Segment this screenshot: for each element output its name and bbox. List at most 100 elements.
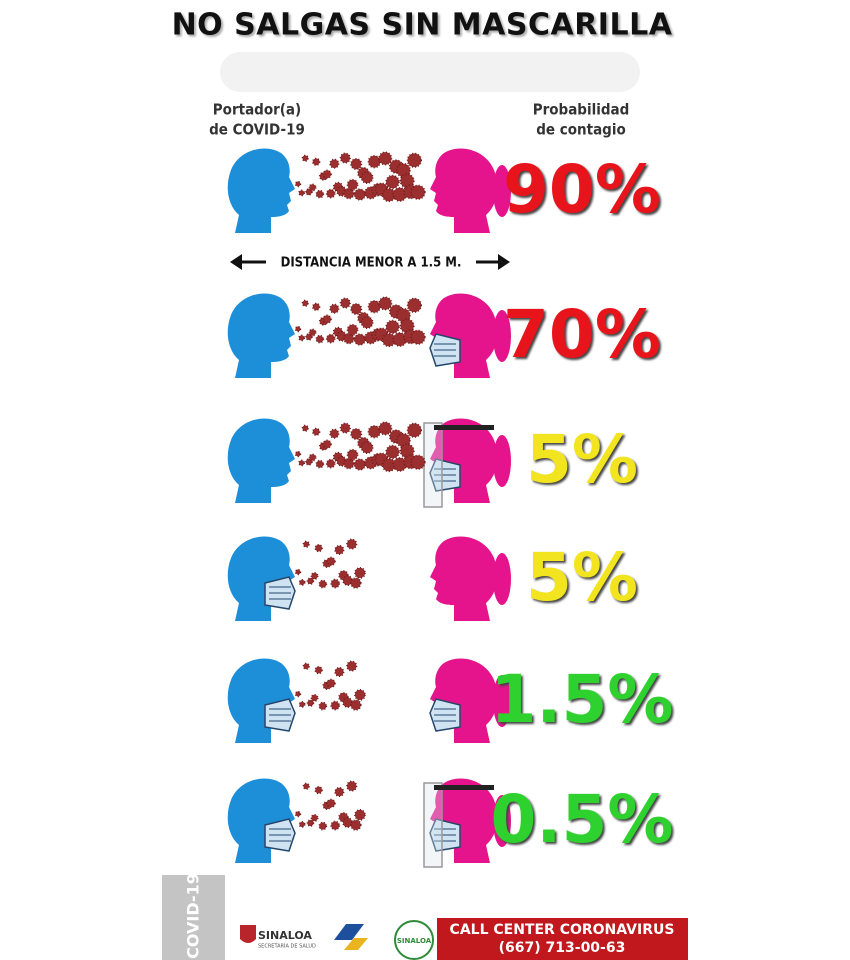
- virus: [310, 571, 319, 580]
- virus: [410, 329, 426, 345]
- virus: [350, 577, 362, 589]
- virus: [318, 579, 328, 589]
- virus: [399, 443, 415, 459]
- virus: [298, 700, 306, 708]
- virus: [334, 786, 345, 798]
- carrier-head: [227, 293, 295, 378]
- face-shield: [423, 782, 443, 868]
- virus: [360, 316, 374, 329]
- logo-shape: [344, 938, 368, 950]
- virus: [399, 318, 415, 334]
- virus: [294, 325, 302, 333]
- receiver: [429, 658, 511, 743]
- virus: [329, 303, 340, 314]
- virus: [326, 798, 336, 809]
- ponytail: [493, 553, 511, 605]
- virus: [339, 297, 351, 309]
- virus: [294, 690, 302, 698]
- virus: [396, 162, 411, 178]
- call-center-box: [437, 918, 688, 960]
- virus: [314, 785, 323, 795]
- probability-value: 5%: [526, 539, 638, 616]
- virus: [294, 450, 302, 458]
- virus: [326, 556, 336, 567]
- virus: [346, 323, 359, 336]
- virus: [360, 171, 374, 184]
- receiver: [430, 536, 511, 621]
- carrier-label: Portador(a): [213, 101, 301, 119]
- logo-shape: [334, 924, 364, 940]
- seal: [394, 920, 434, 960]
- virus: [342, 817, 354, 828]
- virus: [346, 780, 358, 792]
- virus: [350, 302, 363, 316]
- probability-value: 90%: [503, 151, 661, 228]
- virus: [367, 155, 382, 169]
- arrow-head: [230, 254, 242, 270]
- virus: [310, 693, 319, 702]
- logo-ssa: [334, 924, 368, 950]
- virus: [353, 188, 366, 201]
- virus: [343, 332, 355, 345]
- virus: [306, 819, 315, 827]
- distance-label: DISTANCIA MENOR A 1.5 M.: [281, 256, 462, 271]
- illustration-row: [227, 658, 511, 743]
- virus: [301, 154, 309, 162]
- receiver: [423, 778, 511, 868]
- virus: [360, 441, 374, 454]
- illustration-row: [227, 293, 511, 378]
- virus: [367, 425, 382, 439]
- virus: [339, 422, 351, 434]
- virus: [298, 459, 306, 467]
- virus: [367, 300, 382, 314]
- virus: [315, 189, 325, 199]
- virus: [325, 333, 336, 344]
- logo-text: SINALOA: [258, 929, 312, 942]
- virus: [322, 439, 332, 449]
- probability-label: Probabilidad: [533, 101, 630, 119]
- virus: [310, 813, 319, 822]
- illustration-row: [227, 778, 511, 868]
- virus: [308, 183, 317, 192]
- virus: [346, 178, 359, 191]
- virus: [354, 689, 366, 701]
- virus: [399, 173, 415, 189]
- virus: [346, 448, 359, 461]
- virus: [302, 782, 310, 790]
- virus: [306, 699, 315, 707]
- virus: [353, 458, 366, 471]
- virus: [346, 538, 358, 550]
- receiver-head: [430, 536, 498, 621]
- virus: [410, 184, 426, 200]
- carrier: [227, 536, 296, 621]
- virus: [298, 334, 306, 342]
- virus: [350, 819, 362, 831]
- virus: [325, 458, 336, 469]
- logo-sinaloa-seal: SINALOA: [394, 920, 434, 960]
- logo-text: SECRETARÍA DE SALUD: [258, 943, 316, 950]
- shield-band: [434, 425, 494, 430]
- shield-band: [434, 785, 494, 790]
- carrier-label: de COVID-19: [209, 121, 305, 139]
- virus: [315, 334, 325, 344]
- virus: [314, 543, 323, 553]
- virus: [406, 297, 422, 313]
- virus: [312, 427, 321, 437]
- virus: [294, 810, 302, 818]
- logo-shield: [240, 925, 256, 943]
- probability-value: 5%: [526, 421, 638, 498]
- probability-label: de contagio: [536, 121, 626, 139]
- arrow-head: [498, 254, 510, 270]
- virus: [294, 568, 302, 576]
- blurred-subtitle: [220, 52, 640, 92]
- rows: 90% 70% 5% 5% 1.5% 0.5%: [227, 148, 674, 868]
- virus: [322, 314, 332, 324]
- virus: [385, 319, 400, 335]
- virus: [406, 422, 422, 438]
- virus: [329, 428, 340, 439]
- carrier: [227, 778, 296, 863]
- probability-value: 0.5%: [490, 781, 673, 858]
- carrier-head: [227, 148, 295, 233]
- ponytail: [493, 310, 511, 362]
- virus: [330, 578, 341, 589]
